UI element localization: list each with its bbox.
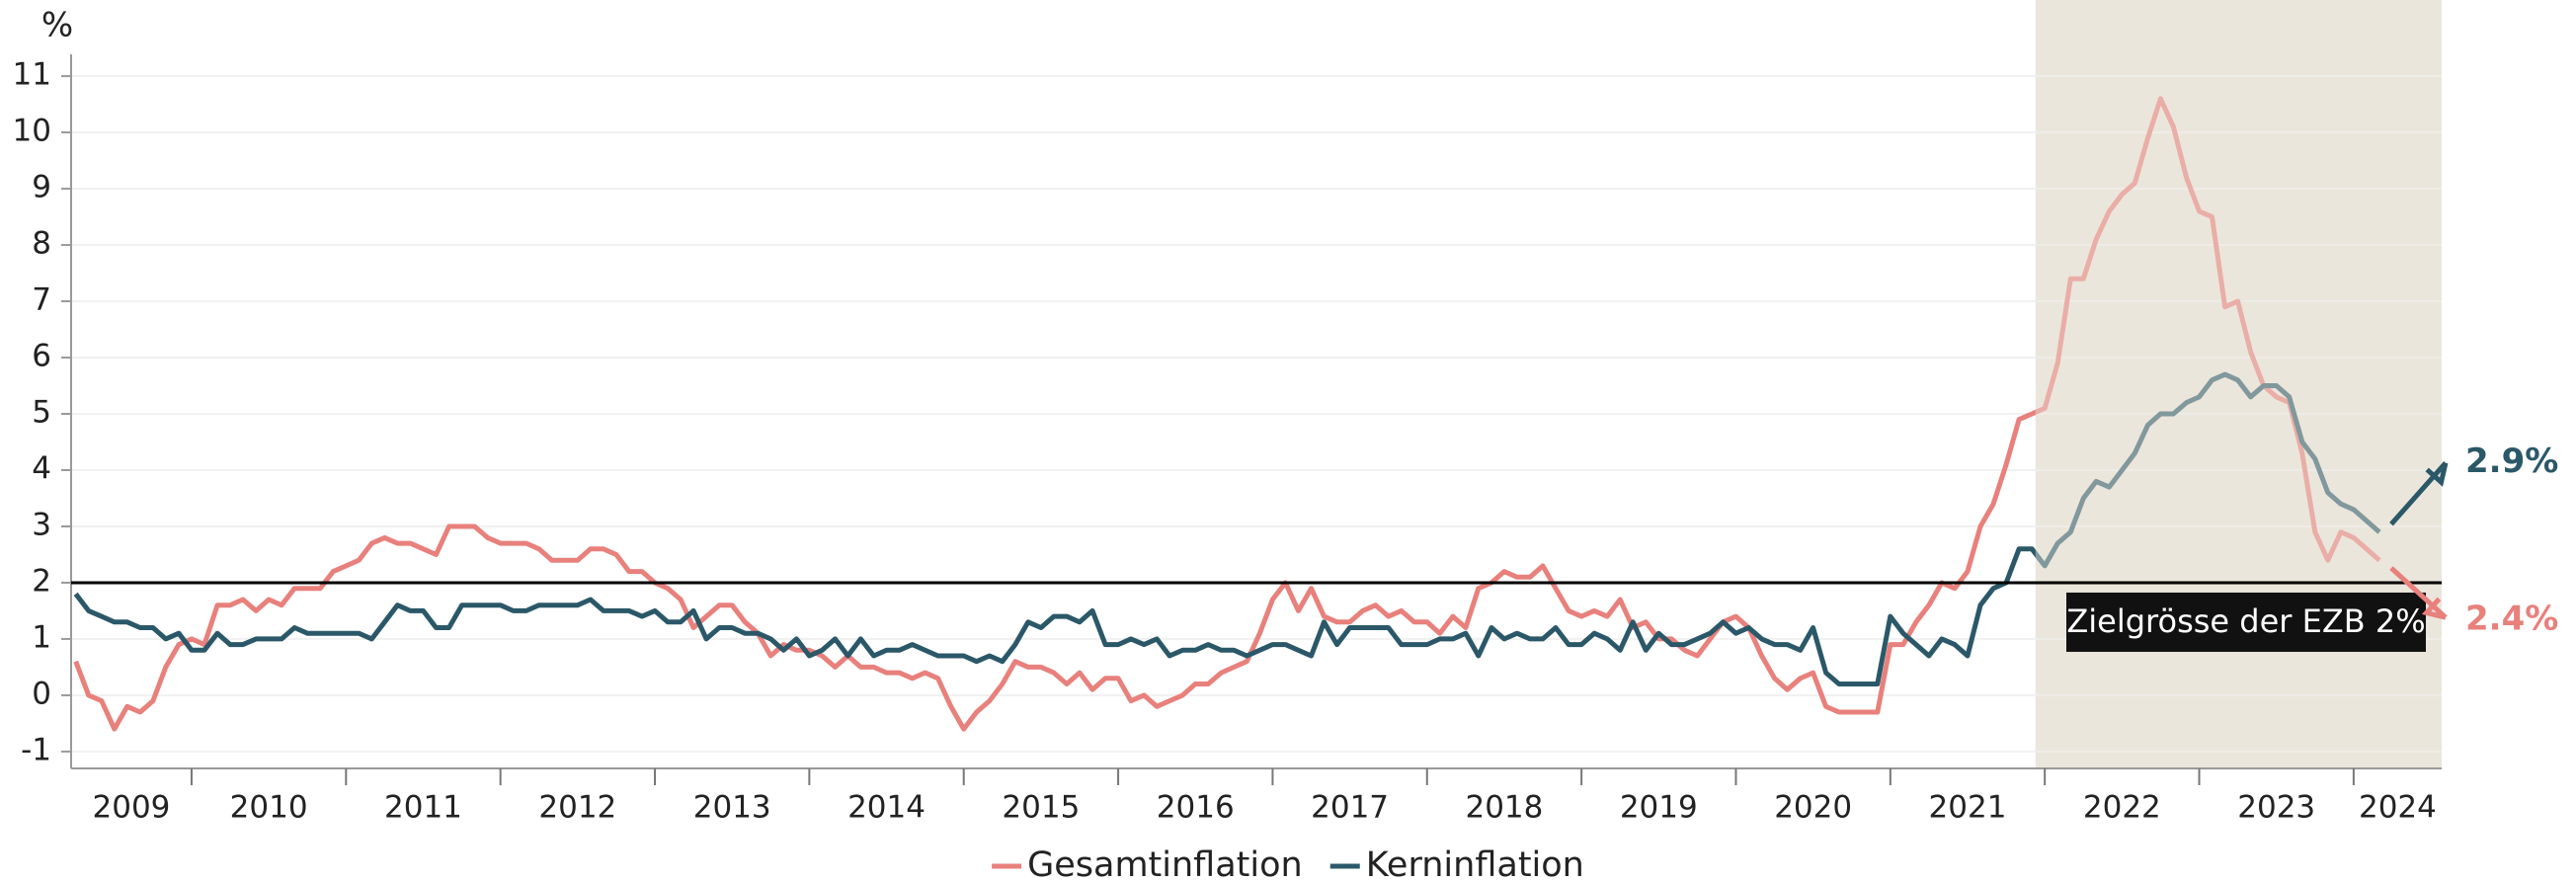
end-label: 2.9% [2465,442,2558,481]
end-arrow [2389,461,2448,526]
x-tick-label: 2009 [93,790,171,826]
legend-label: Kerninflation [1366,845,1584,883]
series-line [73,96,2381,732]
target-label-box [2066,592,2426,652]
y-tick-label: 7 [32,282,51,318]
x-tick-label: 2022 [2083,790,2161,826]
end-arrow-head [2425,462,2449,487]
y-tick-label: 1 [32,619,51,655]
x-tick-label: 2011 [384,790,462,826]
y-tick-label: 3 [32,507,51,542]
y-tick-label: 0 [32,676,51,711]
end-arrow [2389,566,2448,620]
x-tick-label: 2010 [230,790,308,826]
end-label: 2.4% [2465,600,2558,639]
x-tick-label: 2023 [2237,790,2315,826]
x-tick-label: 2018 [1465,790,1543,826]
y-tick-label: 5 [32,395,51,431]
x-tick-label: 2013 [693,790,771,826]
x-tick-label: 2024 [2359,790,2437,826]
y-tick-label: 4 [32,450,51,486]
y-tick-label: 9 [32,170,51,205]
x-tick-label: 2021 [1929,790,2007,826]
series-line [73,371,2381,686]
highlight-overlay [2035,0,2442,767]
end-arrow-head [2421,597,2447,620]
y-tick-label: -1 [21,732,51,767]
target-label: Zielgrösse der EZB 2% [2066,602,2425,640]
y-tick-label: 11 [13,57,51,93]
y-tick-label: 10 [13,114,51,149]
y-tick-label: 2 [32,563,51,599]
legend-label: Gesamtinflation [1027,845,1303,883]
y-axis-label: % [41,6,73,45]
x-tick-label: 2012 [538,790,616,826]
x-tick-label: 2015 [1002,790,1080,826]
y-tick-label: 6 [32,339,51,374]
y-tick-label: 8 [32,226,51,262]
x-tick-label: 2017 [1311,790,1389,826]
x-tick-label: 2020 [1774,790,1852,826]
x-tick-label: 2016 [1157,790,1235,826]
legend: Gesamtinflation Kerninflation [992,845,1584,883]
x-tick-label: 2019 [1620,790,1698,826]
x-tick-label: 2014 [847,790,926,826]
